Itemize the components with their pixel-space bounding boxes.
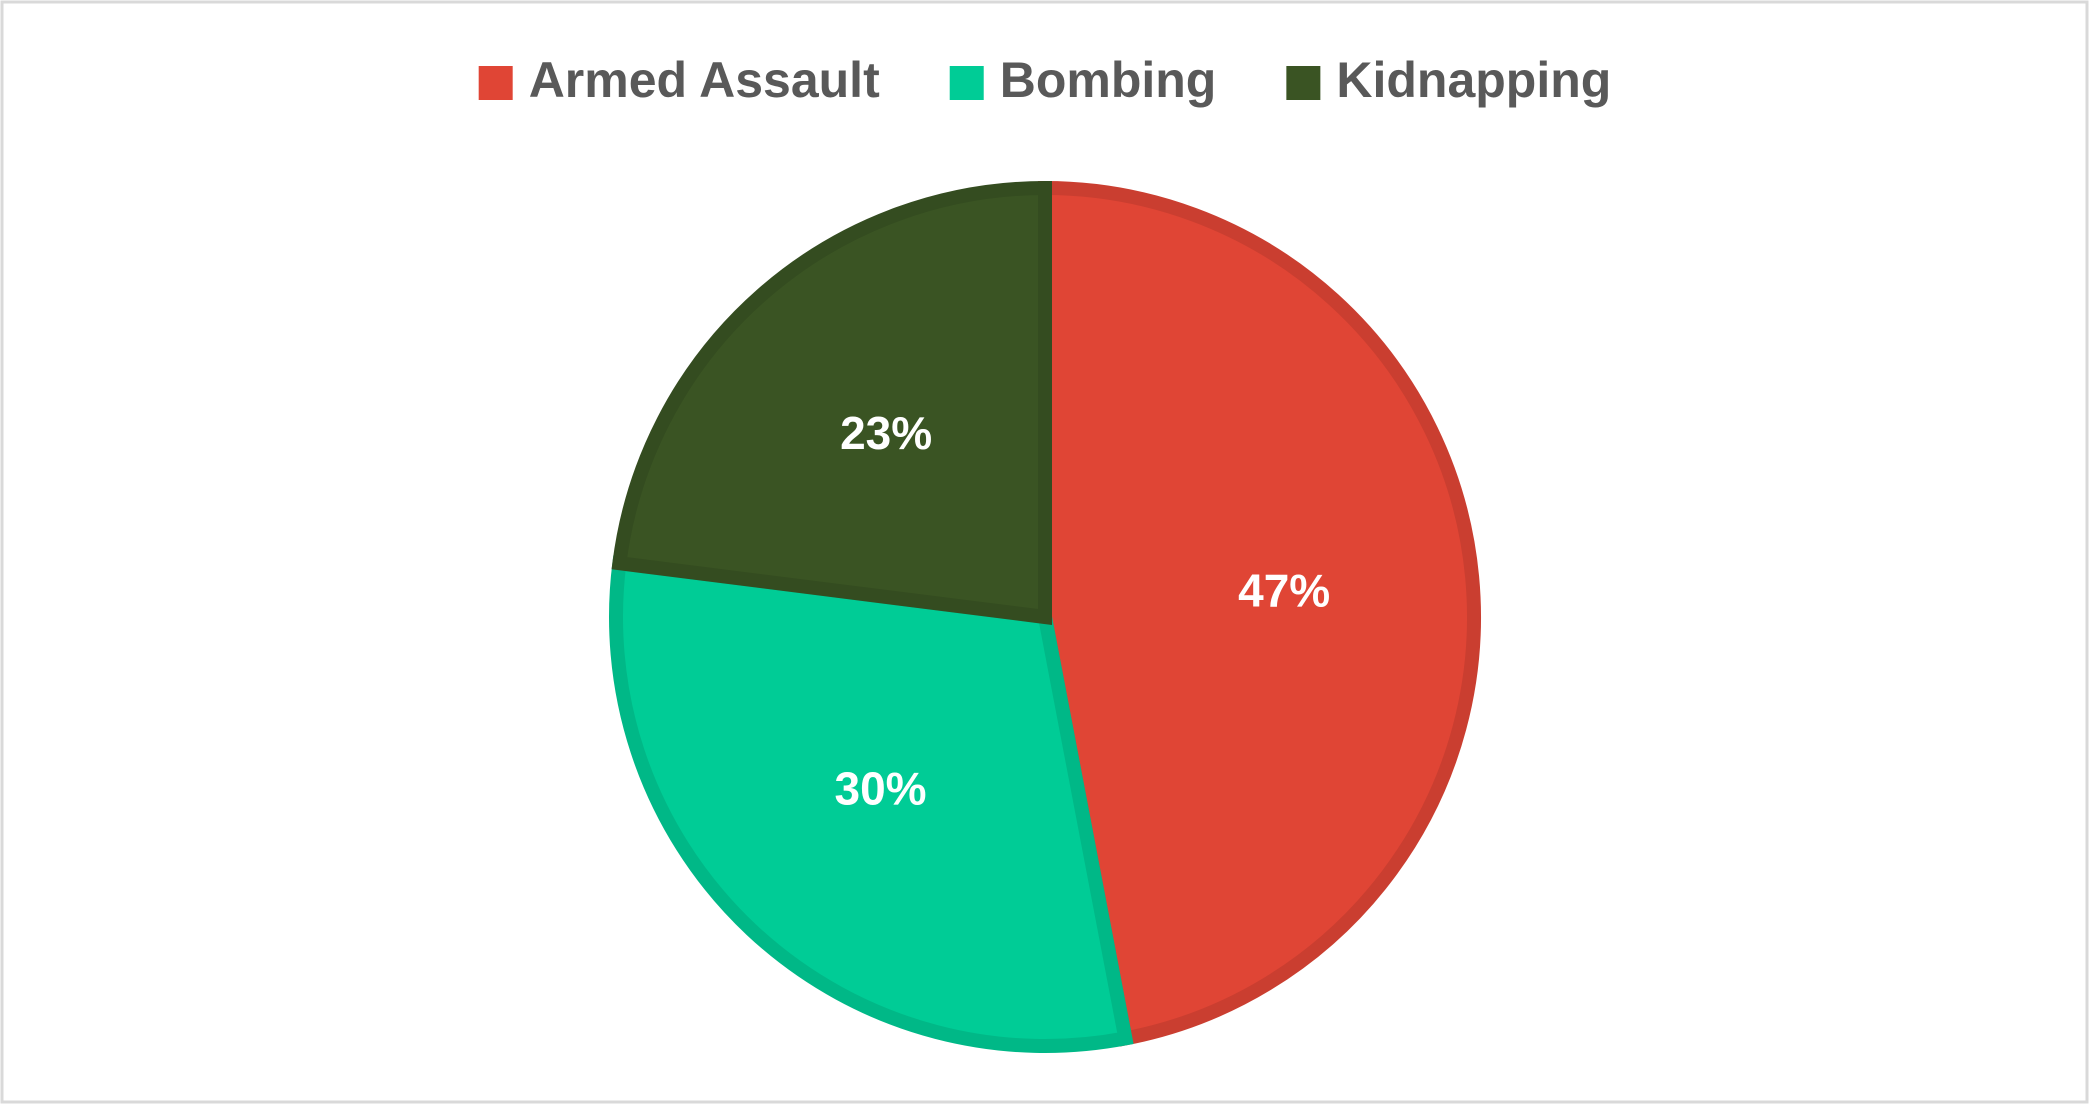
pie-slice xyxy=(609,555,1134,1053)
value-label: 30% xyxy=(835,762,927,814)
legend-text: Armed Assault xyxy=(529,52,880,108)
legend: Armed Assault Bombing Kidnapping xyxy=(478,52,1611,108)
pie-slice xyxy=(611,180,1052,625)
legend-swatch xyxy=(478,66,513,100)
value-label: 47% xyxy=(1238,565,1330,617)
legend-item: Bombing xyxy=(949,52,1217,108)
pie-slice xyxy=(1038,180,1481,1047)
legend-text: Bombing xyxy=(1000,52,1217,108)
pie: 47% 30% 23% xyxy=(609,180,1481,1053)
legend-item: Armed Assault xyxy=(478,52,880,108)
legend-swatch xyxy=(949,66,984,100)
value-label: 23% xyxy=(840,407,932,459)
legend-item: Kidnapping xyxy=(1286,52,1611,108)
legend-swatch xyxy=(1286,66,1321,100)
legend-text: Kidnapping xyxy=(1336,52,1611,108)
